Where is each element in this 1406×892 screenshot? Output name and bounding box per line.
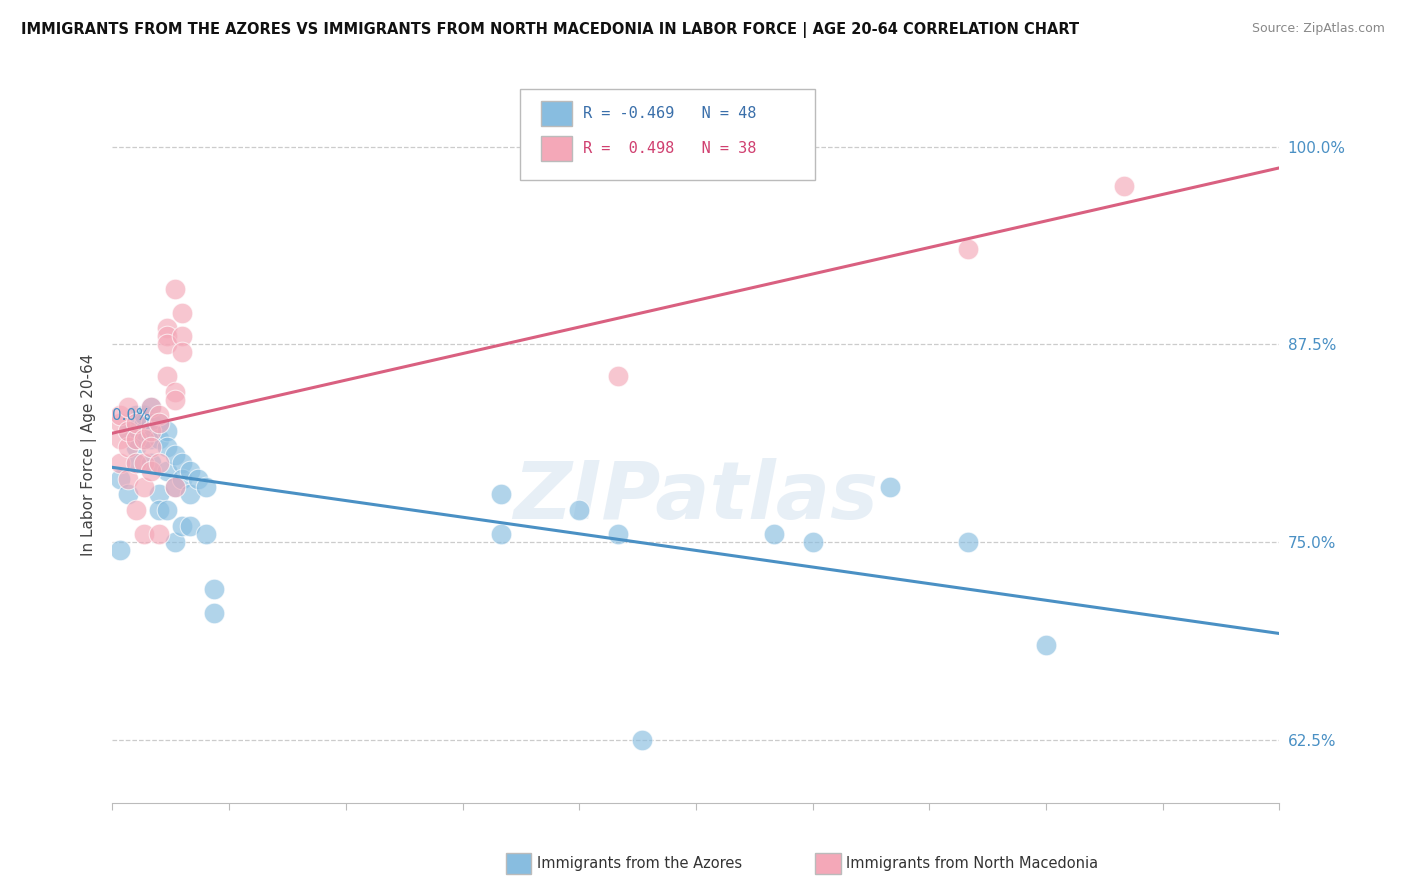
Point: [125, 503, 148, 517]
Point: [110, 417, 132, 431]
Point: [156, 321, 179, 335]
Point: [110, 432, 132, 446]
Point: [762, 527, 785, 541]
Point: [607, 368, 630, 383]
Point: [148, 527, 170, 541]
Point: [172, 519, 194, 533]
Point: [141, 417, 163, 431]
Point: [125, 409, 148, 423]
Point: [163, 282, 186, 296]
Point: [110, 472, 132, 486]
Point: [163, 392, 186, 407]
Point: [491, 527, 513, 541]
Point: [141, 440, 163, 454]
Point: [117, 440, 139, 454]
Point: [179, 487, 201, 501]
Point: [163, 479, 186, 493]
Point: [1035, 638, 1057, 652]
Point: [148, 417, 170, 431]
Point: [156, 337, 179, 351]
Point: [148, 487, 170, 501]
Point: [163, 384, 186, 399]
Point: [156, 440, 179, 454]
Point: [132, 456, 155, 470]
Point: [172, 345, 194, 359]
Point: [132, 417, 155, 431]
Point: [117, 424, 139, 438]
Point: [117, 424, 139, 438]
Point: [491, 487, 513, 501]
Point: [141, 464, 163, 478]
Point: [163, 534, 186, 549]
Text: 0.0%: 0.0%: [112, 409, 152, 424]
Point: [117, 401, 139, 415]
Point: [148, 409, 170, 423]
Point: [194, 527, 217, 541]
Point: [163, 479, 186, 493]
Point: [156, 503, 179, 517]
Point: [110, 409, 132, 423]
Point: [172, 472, 194, 486]
Point: [132, 409, 155, 423]
Point: [125, 440, 148, 454]
Point: [148, 456, 170, 470]
Point: [156, 329, 179, 343]
Text: R = -0.469   N = 48: R = -0.469 N = 48: [583, 106, 756, 120]
Text: Immigrants from North Macedonia: Immigrants from North Macedonia: [846, 856, 1098, 871]
Point: [172, 329, 194, 343]
Point: [156, 424, 179, 438]
Point: [132, 432, 155, 446]
Point: [141, 401, 163, 415]
Point: [132, 432, 155, 446]
Point: [957, 534, 980, 549]
Point: [148, 432, 170, 446]
Point: [132, 424, 155, 438]
Point: [879, 479, 901, 493]
Point: [141, 456, 163, 470]
Text: R =  0.498   N = 38: R = 0.498 N = 38: [583, 142, 756, 156]
Point: [110, 542, 132, 557]
Point: [957, 243, 980, 257]
Text: Source: ZipAtlas.com: Source: ZipAtlas.com: [1251, 22, 1385, 36]
Point: [148, 417, 170, 431]
Text: Immigrants from the Azores: Immigrants from the Azores: [537, 856, 742, 871]
Text: ZIPatlas: ZIPatlas: [513, 458, 879, 536]
Point: [179, 519, 201, 533]
Point: [125, 432, 148, 446]
Point: [141, 424, 163, 438]
Point: [148, 503, 170, 517]
Point: [125, 417, 148, 431]
Point: [630, 732, 652, 747]
Point: [1112, 179, 1135, 194]
Point: [117, 472, 139, 486]
Point: [117, 487, 139, 501]
Point: [172, 456, 194, 470]
Point: [156, 368, 179, 383]
Point: [801, 534, 824, 549]
Point: [156, 464, 179, 478]
Point: [141, 401, 163, 415]
Point: [194, 479, 217, 493]
Point: [202, 582, 225, 597]
Point: [110, 456, 132, 470]
Point: [607, 527, 630, 541]
Point: [132, 527, 155, 541]
Text: IMMIGRANTS FROM THE AZORES VS IMMIGRANTS FROM NORTH MACEDONIA IN LABOR FORCE | A: IMMIGRANTS FROM THE AZORES VS IMMIGRANTS…: [21, 22, 1080, 38]
Point: [125, 432, 148, 446]
Point: [163, 448, 186, 462]
Point: [125, 456, 148, 470]
Point: [132, 479, 155, 493]
Point: [179, 464, 201, 478]
Y-axis label: In Labor Force | Age 20-64: In Labor Force | Age 20-64: [80, 354, 97, 556]
Point: [172, 305, 194, 319]
Point: [125, 456, 148, 470]
Point: [141, 432, 163, 446]
Point: [202, 606, 225, 620]
Point: [568, 503, 591, 517]
Point: [187, 472, 209, 486]
